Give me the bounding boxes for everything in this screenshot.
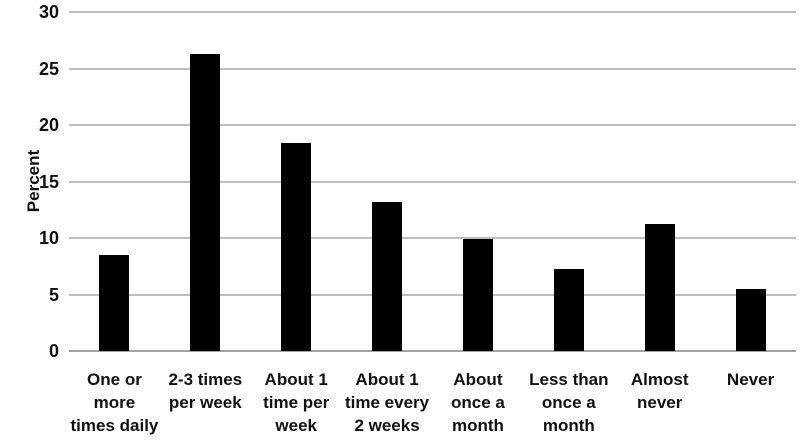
x-category-label: About 1 time per week (263, 370, 330, 435)
x-category-label: Less than once a month (529, 370, 609, 435)
y-tick-label: 25 (38, 58, 59, 79)
x-category-label: About once a month (451, 370, 505, 435)
x-category-label: About 1 time every 2 weeks (345, 370, 430, 435)
bar (735, 288, 766, 351)
gridline (69, 124, 796, 126)
x-category-label: Almost never (630, 370, 689, 412)
bar (281, 143, 312, 351)
bar (553, 268, 584, 351)
y-tick-label: 10 (38, 228, 59, 248)
bar (462, 239, 493, 351)
y-tick-label: 15 (38, 171, 59, 192)
gridline (69, 293, 796, 296)
x-category-label: 2-3 times per week (168, 370, 243, 412)
bar (99, 254, 130, 351)
x-category-label: One or more times daily (70, 370, 159, 435)
y-tick-label: 20 (38, 115, 59, 135)
y-tick-label: 30 (38, 2, 59, 22)
bar (644, 224, 675, 351)
y-tick-label: 0 (48, 341, 59, 361)
bar (190, 53, 221, 351)
gridline (69, 237, 796, 239)
gridline (69, 11, 796, 13)
gridline (69, 67, 796, 70)
x-axis-baseline (69, 350, 796, 352)
y-tick-label: 5 (48, 284, 59, 305)
gridline (69, 180, 796, 183)
x-category-label: Never (726, 370, 775, 389)
bar (372, 201, 403, 351)
